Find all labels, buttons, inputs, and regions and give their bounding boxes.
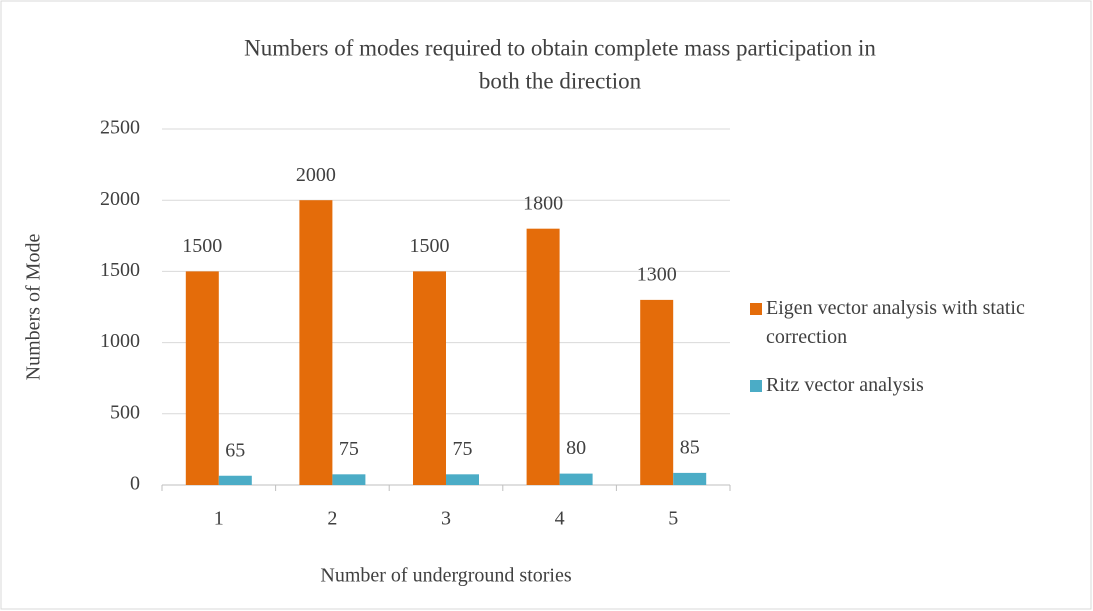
x-tick-label: 5 bbox=[668, 508, 678, 530]
data-label: 80 bbox=[566, 437, 586, 459]
legend-label: Ritz vector analysis bbox=[766, 374, 924, 396]
data-label: 2000 bbox=[296, 164, 336, 186]
bar bbox=[446, 474, 479, 485]
chart-title: both the direction bbox=[479, 68, 642, 93]
x-tick-label: 1 bbox=[214, 508, 224, 530]
y-tick-label: 2000 bbox=[100, 188, 140, 210]
bar bbox=[332, 474, 366, 485]
legend-swatch bbox=[750, 380, 762, 392]
legend-swatch bbox=[750, 303, 762, 315]
data-label: 75 bbox=[453, 438, 473, 460]
bar bbox=[559, 473, 593, 485]
bar bbox=[526, 228, 560, 485]
bar bbox=[218, 475, 252, 485]
x-tick-label: 2 bbox=[327, 508, 337, 530]
bar bbox=[673, 472, 707, 485]
y-axis-label: Numbers of Mode bbox=[23, 234, 45, 381]
bar bbox=[413, 271, 446, 485]
y-tick-label: 0 bbox=[130, 473, 140, 495]
y-tick-label: 1000 bbox=[100, 330, 140, 352]
data-label: 75 bbox=[339, 438, 359, 460]
data-label: 65 bbox=[225, 439, 245, 461]
x-axis-label: Number of underground stories bbox=[320, 565, 571, 587]
y-tick-label: 1500 bbox=[100, 259, 140, 281]
chart-title: Numbers of modes required to obtain comp… bbox=[244, 35, 876, 60]
data-label: 1800 bbox=[523, 192, 563, 214]
y-tick-label: 2500 bbox=[100, 117, 140, 139]
x-tick-label: 3 bbox=[441, 508, 451, 530]
x-tick-label: 4 bbox=[555, 508, 565, 530]
bar bbox=[299, 200, 333, 485]
bar bbox=[640, 299, 674, 485]
data-label: 1500 bbox=[182, 235, 222, 257]
data-label: 1300 bbox=[637, 263, 677, 285]
bar bbox=[185, 271, 219, 485]
y-tick-label: 500 bbox=[110, 401, 140, 423]
legend-label: Eigen vector analysis with static correct… bbox=[766, 297, 1025, 348]
data-label: 85 bbox=[680, 436, 700, 458]
data-label: 1500 bbox=[410, 235, 450, 257]
